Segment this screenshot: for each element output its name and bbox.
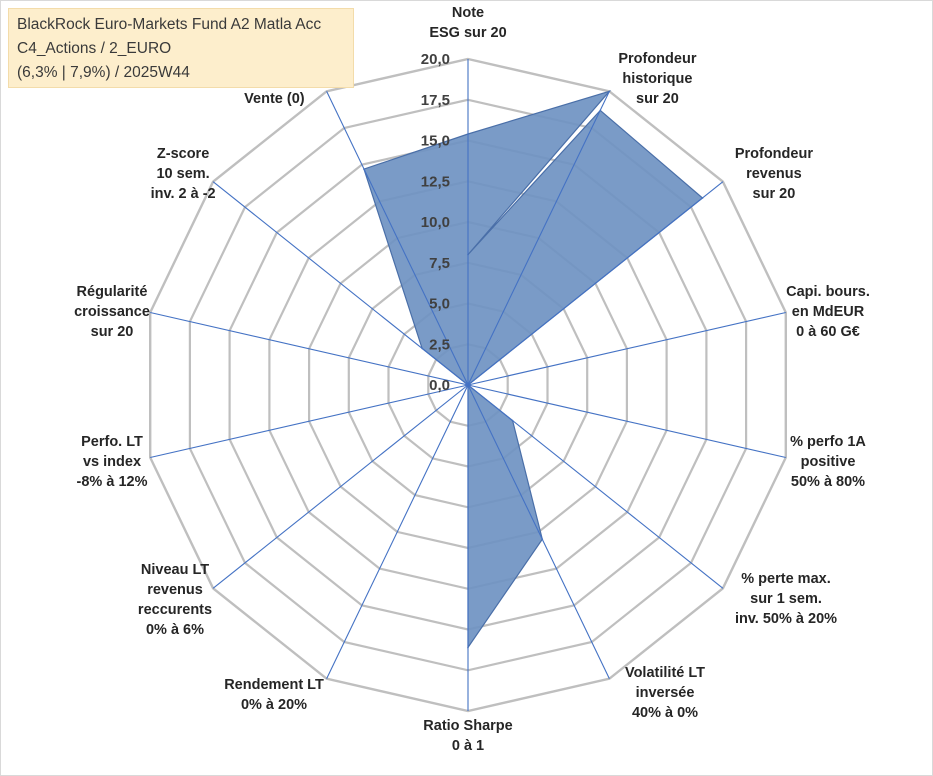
- axis-label-line: inv. 2 à -2: [151, 186, 216, 202]
- spoke-4: [467, 384, 786, 459]
- axis-label-line: 50% à 80%: [791, 474, 865, 490]
- tick-label: 17,5: [421, 92, 450, 109]
- spoke-5: [467, 384, 724, 589]
- axis-label-line: Profondeur: [735, 146, 813, 162]
- axis-label-line: sur 20: [753, 186, 796, 202]
- axis-label-line: % perte max.: [741, 571, 830, 587]
- fund-category: C4_Actions / 2_EURO: [17, 40, 172, 57]
- axis-label-12: Z-score 10 sem. inv. 2 à -2: [151, 146, 216, 202]
- axis-label-line: Vente (0): [244, 91, 305, 107]
- axis-label-line: Profondeur: [618, 51, 696, 67]
- axis-label-4: % perfo 1A positive 50% à 80%: [790, 434, 866, 490]
- axis-label-line: historique: [622, 71, 692, 87]
- tick-label: 20,0: [421, 51, 450, 68]
- axis-label-1: Profondeur historique sur 20: [618, 51, 696, 107]
- axis-label-line: -8% à 12%: [77, 474, 148, 490]
- axis-label-line: Perfo. LT: [81, 434, 143, 450]
- spoke-10: [150, 384, 469, 459]
- axis-label-line: ESG sur 20: [429, 25, 506, 41]
- axis-label-line: Ratio Sharpe: [423, 718, 512, 734]
- axis-label-2: Profondeur revenus sur 20: [735, 146, 813, 202]
- spoke-9: [212, 384, 469, 589]
- axis-label-line: 0 à 60 G€: [796, 324, 860, 340]
- spoke-8: [326, 384, 469, 679]
- tick-label: 5,0: [429, 296, 450, 313]
- axis-label-line: vs index: [83, 454, 141, 470]
- spoke-3: [467, 311, 786, 386]
- spoke-1: [467, 91, 610, 386]
- spoke-layer: [150, 59, 786, 711]
- axis-label-line: inversée: [636, 685, 695, 701]
- axis-label-line: reccurents: [138, 602, 212, 618]
- axis-label-6: Volatilité LT inversée 40% à 0%: [625, 665, 705, 721]
- axis-label-7: Ratio Sharpe 0 à 1: [423, 718, 512, 754]
- tick-label: 12,5: [421, 173, 450, 190]
- spoke-11: [150, 311, 469, 386]
- axis-label-line: sur 20: [636, 91, 679, 107]
- series-area-0: [363, 90, 704, 650]
- axis-label-0: Note ESG sur 20: [429, 5, 506, 41]
- axis-label-line: Volatilité LT: [625, 665, 705, 681]
- axis-label-line: 10 sem.: [156, 166, 209, 182]
- spoke-2: [467, 181, 724, 386]
- tick-label: 15,0: [421, 133, 450, 150]
- axis-label-line: sur 20: [91, 324, 134, 340]
- tick-layer: 0,0 2,5 5,0 7,5 10,0 12,5 15,0 17,5 20,0: [421, 51, 450, 394]
- axis-label-line: 40% à 0%: [632, 705, 698, 721]
- axis-label-line: Rendement LT: [224, 677, 324, 693]
- axis-label-3: Capi. bours. en MdEUR 0 à 60 G€: [786, 284, 870, 340]
- series-layer: [363, 90, 704, 650]
- fund-info-box: BlackRock Euro-Markets Fund A2 Matla Acc…: [8, 8, 354, 88]
- fund-name: BlackRock Euro-Markets Fund A2 Matla Acc: [17, 16, 322, 33]
- axis-label-line: Note: [452, 5, 484, 21]
- axis-label-line: % perfo 1A: [790, 434, 866, 450]
- axis-label-line: 0% à 6%: [146, 622, 204, 638]
- axis-label-5: % perte max. sur 1 sem. inv. 50% à 20%: [735, 571, 837, 627]
- axis-label-line: sur 1 sem.: [750, 591, 822, 607]
- fund-stats: (6,3% | 7,9%) / 2025W44: [17, 64, 190, 81]
- axis-label-line: Niveau LT: [141, 562, 209, 578]
- spoke-12: [212, 181, 469, 386]
- axis-label-line: positive: [801, 454, 856, 470]
- axis-label-line: revenus: [746, 166, 802, 182]
- axis-label-line: Capi. bours.: [786, 284, 870, 300]
- spoke-13: [326, 91, 469, 386]
- axis-label-line: inv. 50% à 20%: [735, 611, 837, 627]
- axis-label-10: Perfo. LT vs index -8% à 12%: [77, 434, 148, 490]
- tick-label: 10,0: [421, 214, 450, 231]
- axis-label-8: Rendement LT 0% à 20%: [224, 677, 324, 713]
- axis-label-line: Z-score: [157, 146, 209, 162]
- tick-label: 0,0: [429, 377, 450, 394]
- axis-label-9: Niveau LT revenus reccurents 0% à 6%: [138, 562, 212, 638]
- axis-label-line: Régularité: [77, 284, 148, 300]
- axis-label-line: revenus: [147, 582, 203, 598]
- tick-label: 2,5: [429, 336, 450, 353]
- axis-label-line: croissance: [74, 304, 150, 320]
- axis-label-line: 0% à 20%: [241, 697, 307, 713]
- axis-label-line: 0 à 1: [452, 738, 484, 754]
- tick-label: 7,5: [429, 255, 450, 272]
- spoke-6: [467, 384, 610, 679]
- axis-label-11: Régularité croissance sur 20: [74, 284, 150, 340]
- axis-label-line: en MdEUR: [792, 304, 865, 320]
